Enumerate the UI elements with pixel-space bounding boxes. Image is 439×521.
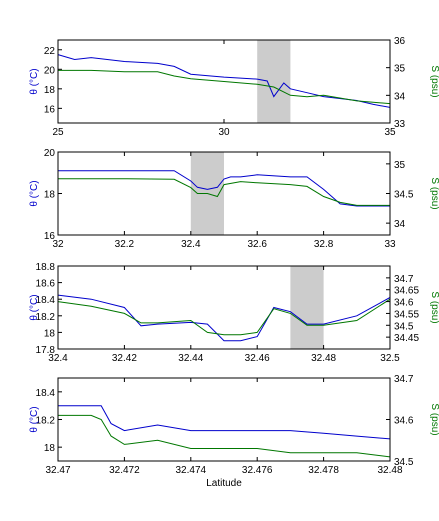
y-right-tick-label: 34.65: [394, 286, 419, 297]
theta-line: [58, 170, 390, 207]
x-tick-label: 32.47: [45, 465, 70, 476]
y-left-tick-label: 18.2: [36, 312, 56, 323]
y-left-tick-label: 18: [44, 85, 56, 96]
y-left-tick-label: 20: [44, 65, 56, 76]
y-left-label: θ (°C): [29, 180, 40, 206]
theta-line: [58, 405, 391, 440]
x-tick-label: 32.476: [242, 465, 273, 476]
x-tick-label: 32.4: [181, 239, 201, 250]
y-right-tick-label: 34: [394, 219, 406, 230]
y-right-tick-label: 34.55: [394, 309, 419, 320]
y-right-tick-label: 34.7: [394, 374, 414, 385]
panel-1: 25 30 35 16 18 20 22 33 34 35 36 θ (°C) S (psu): [29, 36, 439, 138]
x-tick-label: 32.48: [377, 465, 402, 476]
y-right-tick-label: 34.6: [394, 416, 414, 427]
x-tick-label: 32.8: [314, 239, 334, 250]
y-left-tick-label: 17.8: [36, 345, 56, 356]
plot-frame: [57, 265, 391, 350]
y-right-tick-label: 34.6: [394, 298, 414, 309]
y-left-tick-label: 18.6: [36, 279, 56, 290]
x-tick-label: 32.48: [311, 353, 336, 364]
y-left-tick-label: 18: [44, 190, 56, 201]
y-left-tick-label: 22: [44, 46, 56, 57]
x-tick-label: 32.474: [176, 465, 207, 476]
theta-line: [57, 294, 391, 342]
x-tick-label: 32.5: [380, 353, 400, 364]
x-tick-label: 32.4: [48, 353, 68, 364]
x-tick-label: 33: [384, 239, 396, 250]
theta-line: [57, 54, 391, 108]
y-right-tick-label: 35: [394, 64, 406, 75]
y-right-tick-label: 34.45: [394, 333, 419, 344]
y-right-tick-label: 34.5: [394, 321, 414, 332]
y-left-tick-label: 18.2: [36, 416, 56, 427]
y-left-label: θ (°C): [29, 68, 40, 94]
y-right-tick-label: 34.5: [394, 457, 414, 468]
y-right-label: S (psu): [429, 177, 439, 209]
y-right-label: S (psu): [429, 403, 439, 435]
y-right-tick-label: 34: [394, 91, 406, 102]
y-left-label: θ (°C): [29, 406, 40, 432]
x-tick-label: 32.42: [112, 353, 137, 364]
x-tick-label: 32.472: [109, 465, 140, 476]
shaded-region: [257, 40, 291, 123]
x-tick-label: 32.478: [308, 465, 339, 476]
y-left-tick-label: 18.4: [36, 388, 56, 399]
panel-2: 32 32.2 32.4 32.6 32.8 33 16 18 20 34 34.5 35 θ (°C)…: [29, 148, 439, 250]
x-tick-label: 32: [52, 239, 64, 250]
x-tick-label: 32.6: [247, 239, 267, 250]
shaded-region: [290, 266, 324, 349]
y-left-tick-label: 18: [44, 443, 56, 454]
salinity-line: [58, 414, 391, 458]
y-left-tick-label: 18.4: [36, 295, 56, 306]
y-left-tick-label: 16: [44, 231, 56, 242]
x-tick-label: 30: [218, 127, 230, 138]
y-right-tick-label: 35: [394, 160, 406, 171]
x-tick-label: 35: [384, 127, 396, 138]
x-axis-label: Latitude: [206, 478, 242, 489]
y-left-tick-label: 18.8: [36, 262, 56, 273]
y-right-tick-label: 36: [394, 36, 406, 47]
x-tick-label: 32.44: [178, 353, 203, 364]
x-tick-label: 25: [52, 127, 64, 138]
panel-3: 32.4 32.42 32.44 32.46 32.48 32.5 17.8 18 18.2 18…: [29, 262, 439, 364]
panel-4: 32.47 32.472 32.474 32.476 32.478 32.48 18 18.2…: [29, 374, 439, 489]
y-right-tick-label: 33: [394, 119, 406, 130]
salinity-line: [57, 298, 391, 336]
salinity-line: [58, 178, 390, 206]
x-tick-label: 32.2: [115, 239, 135, 250]
x-tick-label: 32.46: [245, 353, 270, 364]
y-left-tick-label: 18: [44, 328, 56, 339]
y-right-label: S (psu): [429, 65, 439, 97]
salinity-line: [58, 69, 391, 105]
y-left-label: θ (°C): [29, 294, 40, 320]
y-right-tick-label: 34.5: [394, 190, 414, 201]
y-left-tick-label: 20: [44, 148, 56, 159]
y-right-tick-label: 34.7: [394, 274, 414, 285]
y-right-label: S (psu): [429, 291, 439, 323]
y-left-tick-label: 16: [44, 104, 56, 115]
